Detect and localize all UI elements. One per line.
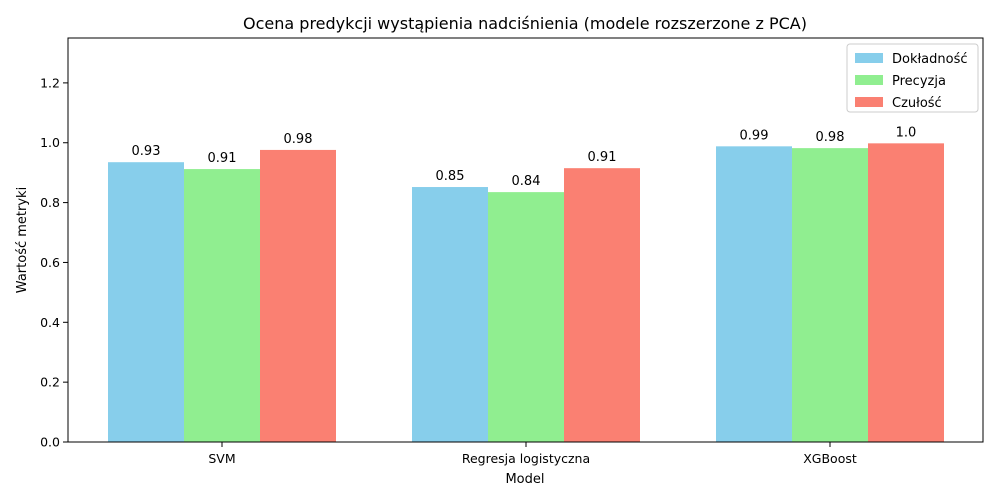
y-tick-label: 1.0 — [40, 135, 60, 150]
bar-2-3 — [792, 148, 868, 442]
bar-1-1 — [108, 162, 184, 442]
legend-label: Precyzja — [892, 74, 946, 89]
data-label: 0.98 — [284, 132, 313, 147]
legend-swatch-1 — [855, 53, 883, 63]
x-tick-label: XGBoost — [803, 451, 857, 466]
y-axis-title: Wartość metryki — [15, 187, 30, 293]
bar-3-1 — [260, 149, 336, 442]
chart-title: Ocena predykcji wystąpienia nadciśnienia… — [243, 14, 807, 33]
legend-label: Dokładność — [892, 52, 968, 67]
x-axis-title: Model — [505, 472, 544, 487]
bar-2-2 — [488, 192, 564, 442]
plot-area: 0.0 0.2 0.4 0.6 0.8 1.0 1.2 0.93 0.91 0.98 SVM 0.85… — [40, 37, 984, 466]
y-tick-label: 0.6 — [40, 255, 60, 270]
bar-3-2 — [564, 168, 640, 442]
plot-frame — [67, 37, 984, 443]
bar-3-3 — [868, 143, 944, 442]
bar-1-2 — [412, 187, 488, 442]
legend-swatch-3 — [855, 97, 883, 107]
data-label: 0.98 — [816, 130, 845, 145]
data-label: 0.91 — [588, 150, 617, 165]
y-tick-label: 0.2 — [40, 375, 60, 390]
data-label: 0.99 — [740, 128, 769, 143]
y-tick-label: 0.8 — [40, 195, 60, 210]
legend-swatch-2 — [855, 75, 883, 85]
x-tick-label: SVM — [208, 451, 235, 466]
data-label: 0.93 — [132, 144, 161, 159]
data-label: 0.91 — [208, 151, 237, 166]
data-label: 1.0 — [896, 125, 917, 140]
bar-2-1 — [184, 169, 260, 442]
bar-1-3 — [716, 146, 792, 442]
y-tick-label: 0.0 — [40, 435, 60, 450]
legend: Dokładność Precyzja Czułość — [846, 43, 979, 113]
data-label: 0.85 — [436, 169, 465, 184]
y-tick-label: 1.2 — [40, 75, 60, 90]
x-tick-label: Regresja logistyczna — [462, 451, 590, 466]
data-label: 0.84 — [512, 174, 541, 189]
y-tick-label: 0.4 — [40, 315, 60, 330]
legend-label: Czułość — [892, 96, 942, 111]
